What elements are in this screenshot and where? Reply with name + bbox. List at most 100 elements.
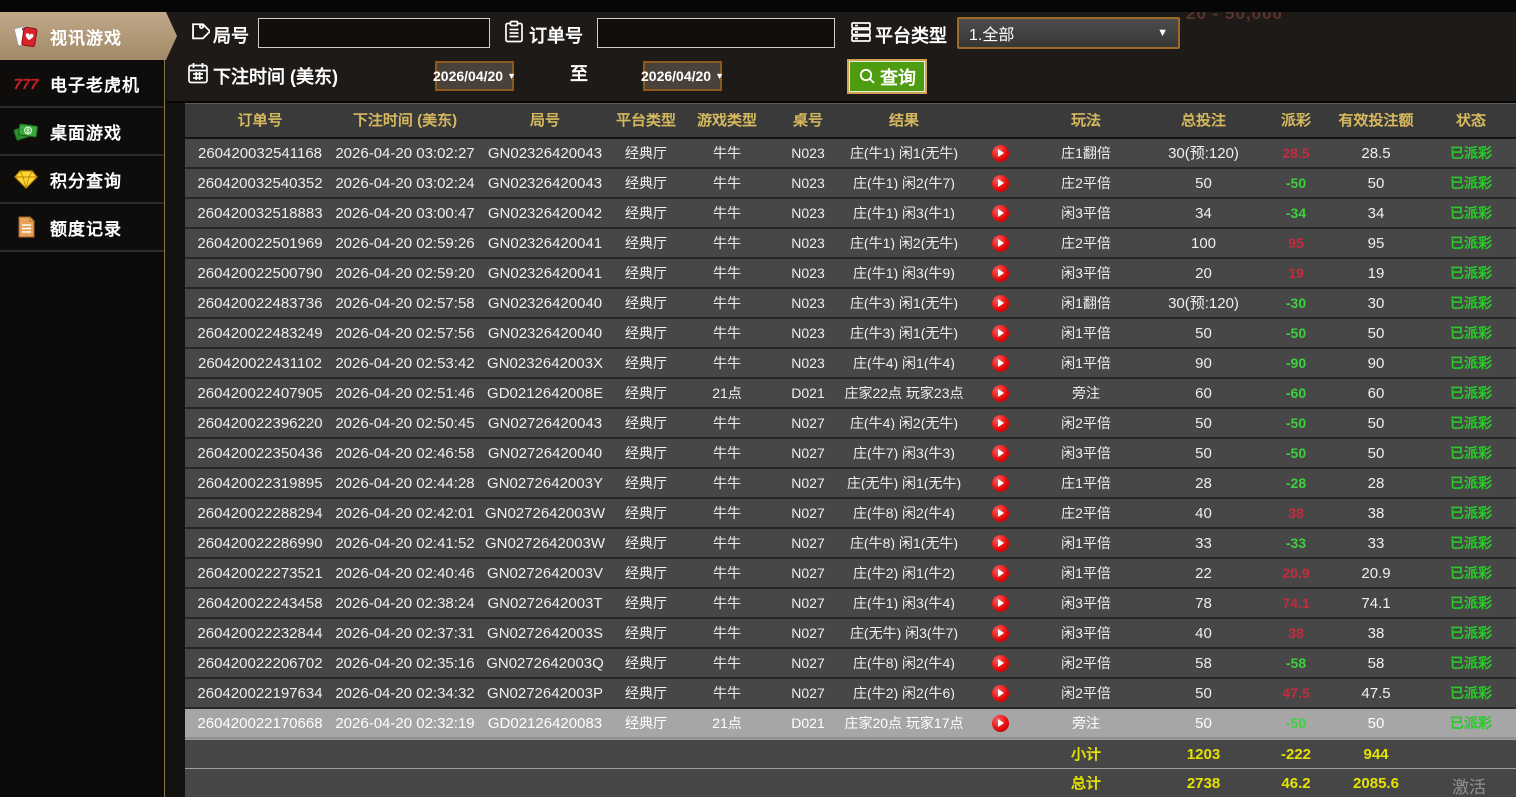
status-cell: 已派彩 [1450,176,1492,190]
play-video-button[interactable] [991,384,1009,402]
play-video-button[interactable] [991,474,1009,492]
valid-bet-cell: 28 [1367,475,1385,491]
table-row[interactable]: 260420022286990 2026-04-20 02:41:52 GN0272… [185,529,1516,559]
play-cell: 庄1翻倍 [1061,146,1111,160]
table-row[interactable]: 260420022407905 2026-04-20 02:51:46 GD0212… [185,379,1516,409]
total-bet-cell: 34 [1195,205,1212,221]
play-video-button[interactable] [991,234,1009,252]
play-video-button[interactable] [991,204,1009,222]
play-video-button[interactable] [991,564,1009,582]
query-button-label: 查询 [880,67,916,88]
table-row[interactable]: 260420022501969 2026-04-20 02:59:26 GN0232… [185,229,1516,259]
date-to-picker[interactable]: 2026/04/20 ▼ [641,61,724,91]
sidebar-item-4[interactable]: 积分查询 [0,156,164,204]
play-video-button[interactable] [991,294,1009,312]
query-button[interactable]: 查询 [847,59,927,94]
play-video-button[interactable] [991,504,1009,522]
platform-type-select[interactable]: 1.全部 ▼ [957,17,1180,49]
valid-bet-cell: 60 [1367,385,1385,401]
play-cell: 闲1平倍 [1061,536,1111,550]
play-icon [998,689,1004,697]
sidebar-item-5[interactable]: 额度记录 [0,204,164,252]
play-video-cell [969,444,1031,462]
table-row[interactable]: 260420022396220 2026-04-20 02:50:45 GN0272… [185,409,1516,439]
round-number-input[interactable] [258,18,490,48]
play-video-button[interactable] [991,324,1009,342]
play-cell: 闲3平倍 [1061,206,1111,220]
play-video-cell [969,714,1031,732]
order-cell: 260420022197634 [197,685,323,701]
game-cell: 牛牛 [713,296,741,310]
valid-bet-cell: 95 [1367,235,1385,251]
platform-cell: 经典厅 [625,416,667,430]
play-video-button[interactable] [991,624,1009,642]
status-cell: 已派彩 [1450,626,1492,640]
table-row[interactable]: 260420022483736 2026-04-20 02:57:58 GN0232… [185,289,1516,319]
table-row[interactable]: 260420022206702 2026-04-20 02:35:16 GN0272… [185,649,1516,679]
time-cell: 2026-04-20 02:51:46 [335,385,475,401]
table-cell: D021 [791,386,825,400]
table-row[interactable]: 260420022483249 2026-04-20 02:57:56 GN0232… [185,319,1516,349]
result-cell: 庄(牛4) 闲2(无牛) [849,416,959,430]
order-number-input[interactable] [597,18,835,48]
table-header-row: 订单号 下注时间 (美东) 局号 平台类型 游戏类型 桌号 结果 玩法 总投注 派彩 有效投注额 状态 [185,103,1516,139]
play-video-button[interactable] [991,444,1009,462]
table-row[interactable]: 260420032541168 2026-04-20 03:02:27 GN0232… [185,139,1516,169]
play-video-cell [969,174,1031,192]
valid-bet-cell: 19 [1367,265,1385,281]
play-video-button[interactable] [991,144,1009,162]
sidebar-item-1[interactable]: 9 视讯游戏 [0,12,177,60]
play-video-button[interactable] [991,594,1009,612]
sidebar-item-2[interactable]: 777 电子老虎机 [0,60,164,108]
payout-cell: 20.9 [1282,566,1310,580]
date-from-picker[interactable]: 2026/04/20 ▼ [433,61,516,91]
play-video-button[interactable] [991,354,1009,372]
bet-records-table: 订单号 下注时间 (美东) 局号 平台类型 游戏类型 桌号 结果 玩法 总投注 派彩 有效投注额 状态… [185,103,1516,797]
table-row[interactable]: 260420022232844 2026-04-20 02:37:31 GN0272… [185,619,1516,649]
table-row[interactable]: 260420022170668 2026-04-20 02:32:19 GD0212… [185,709,1516,739]
time-cell: 2026-04-20 02:35:16 [335,655,475,671]
total-bet-cell: 50 [1195,175,1212,191]
table-row[interactable]: 260420022273521 2026-04-20 02:40:46 GN0272… [185,559,1516,589]
table-row[interactable]: 260420022319895 2026-04-20 02:44:28 GN0272… [185,469,1516,499]
play-video-button[interactable] [991,684,1009,702]
table-row[interactable]: 260420022431102 2026-04-20 02:53:42 GN0232… [185,349,1516,379]
play-cell: 闲3平倍 [1061,596,1111,610]
play-video-button[interactable] [991,654,1009,672]
column-header-10: 派彩 [1280,113,1311,128]
play-cell: 闲3平倍 [1061,626,1111,640]
play-video-button[interactable] [991,414,1009,432]
platform-cell: 经典厅 [625,596,667,610]
table-row[interactable]: 260420022288294 2026-04-20 02:42:01 GN0272… [185,499,1516,529]
play-icon [998,209,1004,217]
result-cell: 庄(牛1) 闲3(牛1) [853,206,955,220]
game-cell: 牛牛 [713,206,741,220]
subtotal-payout: -222 [1280,746,1312,762]
platform-cell: 经典厅 [625,236,667,250]
play-video-button[interactable] [991,714,1009,732]
play-icon [998,479,1004,487]
order-cell: 260420022396220 [197,415,323,431]
table-row[interactable]: 260420022197634 2026-04-20 02:34:32 GN0272… [185,679,1516,709]
order-cell: 260420022501969 [197,235,323,251]
order-number-label: 订单号 [529,26,583,46]
game-cell: 牛牛 [713,266,741,280]
payout-cell: -33 [1285,536,1307,550]
table-row[interactable]: 260420022350436 2026-04-20 02:46:58 GN0272… [185,439,1516,469]
play-video-button[interactable] [991,264,1009,282]
table-row[interactable]: 260420032518883 2026-04-20 03:00:47 GN0232… [185,199,1516,229]
sidebar-item-3[interactable]: $ 桌面游戏 [0,108,164,156]
result-cell: 庄(牛3) 闲1(无牛) [849,296,959,310]
game-cell: 牛牛 [713,566,741,580]
result-cell: 庄(牛1) 闲3(牛9) [853,266,955,280]
order-cell: 260420022483736 [197,295,323,311]
result-cell: 庄(牛2) 闲1(牛2) [853,566,955,580]
table-row[interactable]: 260420032540352 2026-04-20 03:02:24 GN0232… [185,169,1516,199]
table-row[interactable]: 260420022500790 2026-04-20 02:59:20 GN0232… [185,259,1516,289]
platform-cell: 经典厅 [625,146,667,160]
play-video-button[interactable] [991,534,1009,552]
table-row[interactable]: 260420022243458 2026-04-20 02:38:24 GN0272… [185,589,1516,619]
sidebar-item-label: 额度记录 [50,219,122,239]
play-video-button[interactable] [991,174,1009,192]
